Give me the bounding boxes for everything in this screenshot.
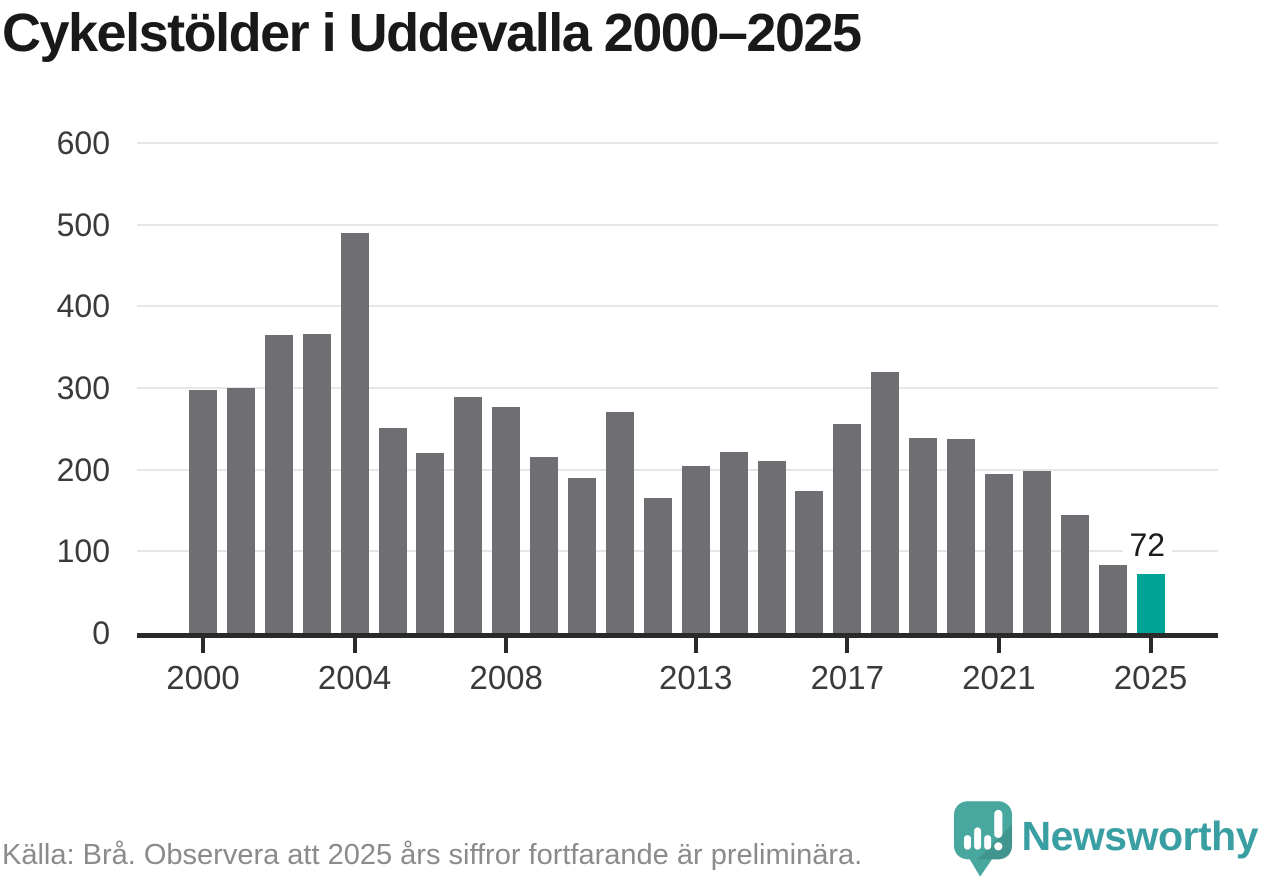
y-axis-label-600: 600 bbox=[56, 125, 110, 161]
bar-2004 bbox=[340, 232, 369, 633]
bar-2008 bbox=[492, 406, 521, 633]
bar-2011 bbox=[605, 411, 634, 633]
source-note: Källa: Brå. Observera att 2025 års siffr… bbox=[2, 839, 863, 871]
bar-2005 bbox=[378, 428, 407, 633]
bar-2015 bbox=[757, 460, 786, 633]
newsworthy-logo: Newsworthy bbox=[952, 799, 1259, 877]
bar-2012 bbox=[643, 498, 672, 633]
x-tick-2000 bbox=[201, 638, 205, 653]
bar-2020 bbox=[947, 439, 975, 633]
bar-2018 bbox=[871, 371, 900, 633]
x-axis-label-2000: 2000 bbox=[166, 659, 240, 696]
bar-2003 bbox=[302, 334, 331, 633]
x-axis-line bbox=[137, 633, 1218, 638]
x-tick-2013 bbox=[693, 638, 698, 653]
x-axis-label-2004: 2004 bbox=[317, 659, 392, 696]
x-axis-label-2013: 2013 bbox=[658, 659, 733, 696]
gridline-100 bbox=[137, 550, 1218, 553]
x-axis-label-2017: 2017 bbox=[810, 659, 884, 696]
bar-2019 bbox=[909, 437, 938, 633]
x-tick-2025 bbox=[1148, 638, 1153, 653]
gridline-600 bbox=[137, 142, 1218, 144]
x-tick-2017 bbox=[845, 638, 850, 653]
gridline-200 bbox=[137, 468, 1218, 471]
bar-2022 bbox=[1022, 471, 1051, 633]
bar-2016 bbox=[795, 490, 824, 633]
bar-2014 bbox=[719, 451, 748, 633]
bar-2023 bbox=[1060, 515, 1089, 633]
bar-2021 bbox=[984, 473, 1013, 633]
bar-2002 bbox=[264, 334, 293, 633]
bar-2017 bbox=[833, 423, 862, 633]
x-tick-2004 bbox=[352, 638, 357, 653]
gridline-500 bbox=[137, 223, 1218, 226]
bar-2024 bbox=[1098, 565, 1127, 633]
y-axis-label-300: 300 bbox=[56, 370, 110, 406]
bar-2007 bbox=[454, 396, 483, 633]
y-axis-label-200: 200 bbox=[56, 451, 110, 488]
y-axis-label-100: 100 bbox=[56, 533, 110, 570]
gridline-400 bbox=[137, 305, 1218, 308]
highlight-value-label: 72 bbox=[1122, 527, 1173, 564]
bar-2000 bbox=[189, 389, 217, 633]
x-tick-2021 bbox=[996, 638, 1001, 653]
x-axis-label-2025: 2025 bbox=[1113, 659, 1188, 696]
y-axis-label-500: 500 bbox=[56, 206, 110, 243]
chart-title: Cykelstölder i Uddevalla 2000–2025 bbox=[2, 3, 862, 63]
y-axis-label-0: 0 bbox=[92, 615, 110, 651]
newsworthy-wordmark: Newsworthy bbox=[1021, 813, 1259, 859]
bar-2006 bbox=[416, 452, 445, 633]
x-tick-2008 bbox=[504, 638, 509, 653]
bar-2001 bbox=[226, 388, 255, 633]
icon-shade-shape bbox=[976, 824, 1012, 860]
y-axis-label-400: 400 bbox=[56, 288, 110, 325]
x-axis-label-2008: 2008 bbox=[469, 659, 543, 696]
x-axis-label-2021: 2021 bbox=[962, 659, 1036, 696]
bar-2025 bbox=[1136, 574, 1165, 633]
gridline-300 bbox=[137, 387, 1218, 389]
bar-2010 bbox=[568, 477, 596, 633]
bar-2013 bbox=[681, 466, 710, 633]
bar-2009 bbox=[530, 457, 559, 633]
newsworthy-brand-icon bbox=[953, 801, 1012, 877]
pin-tail-shape bbox=[967, 855, 995, 877]
